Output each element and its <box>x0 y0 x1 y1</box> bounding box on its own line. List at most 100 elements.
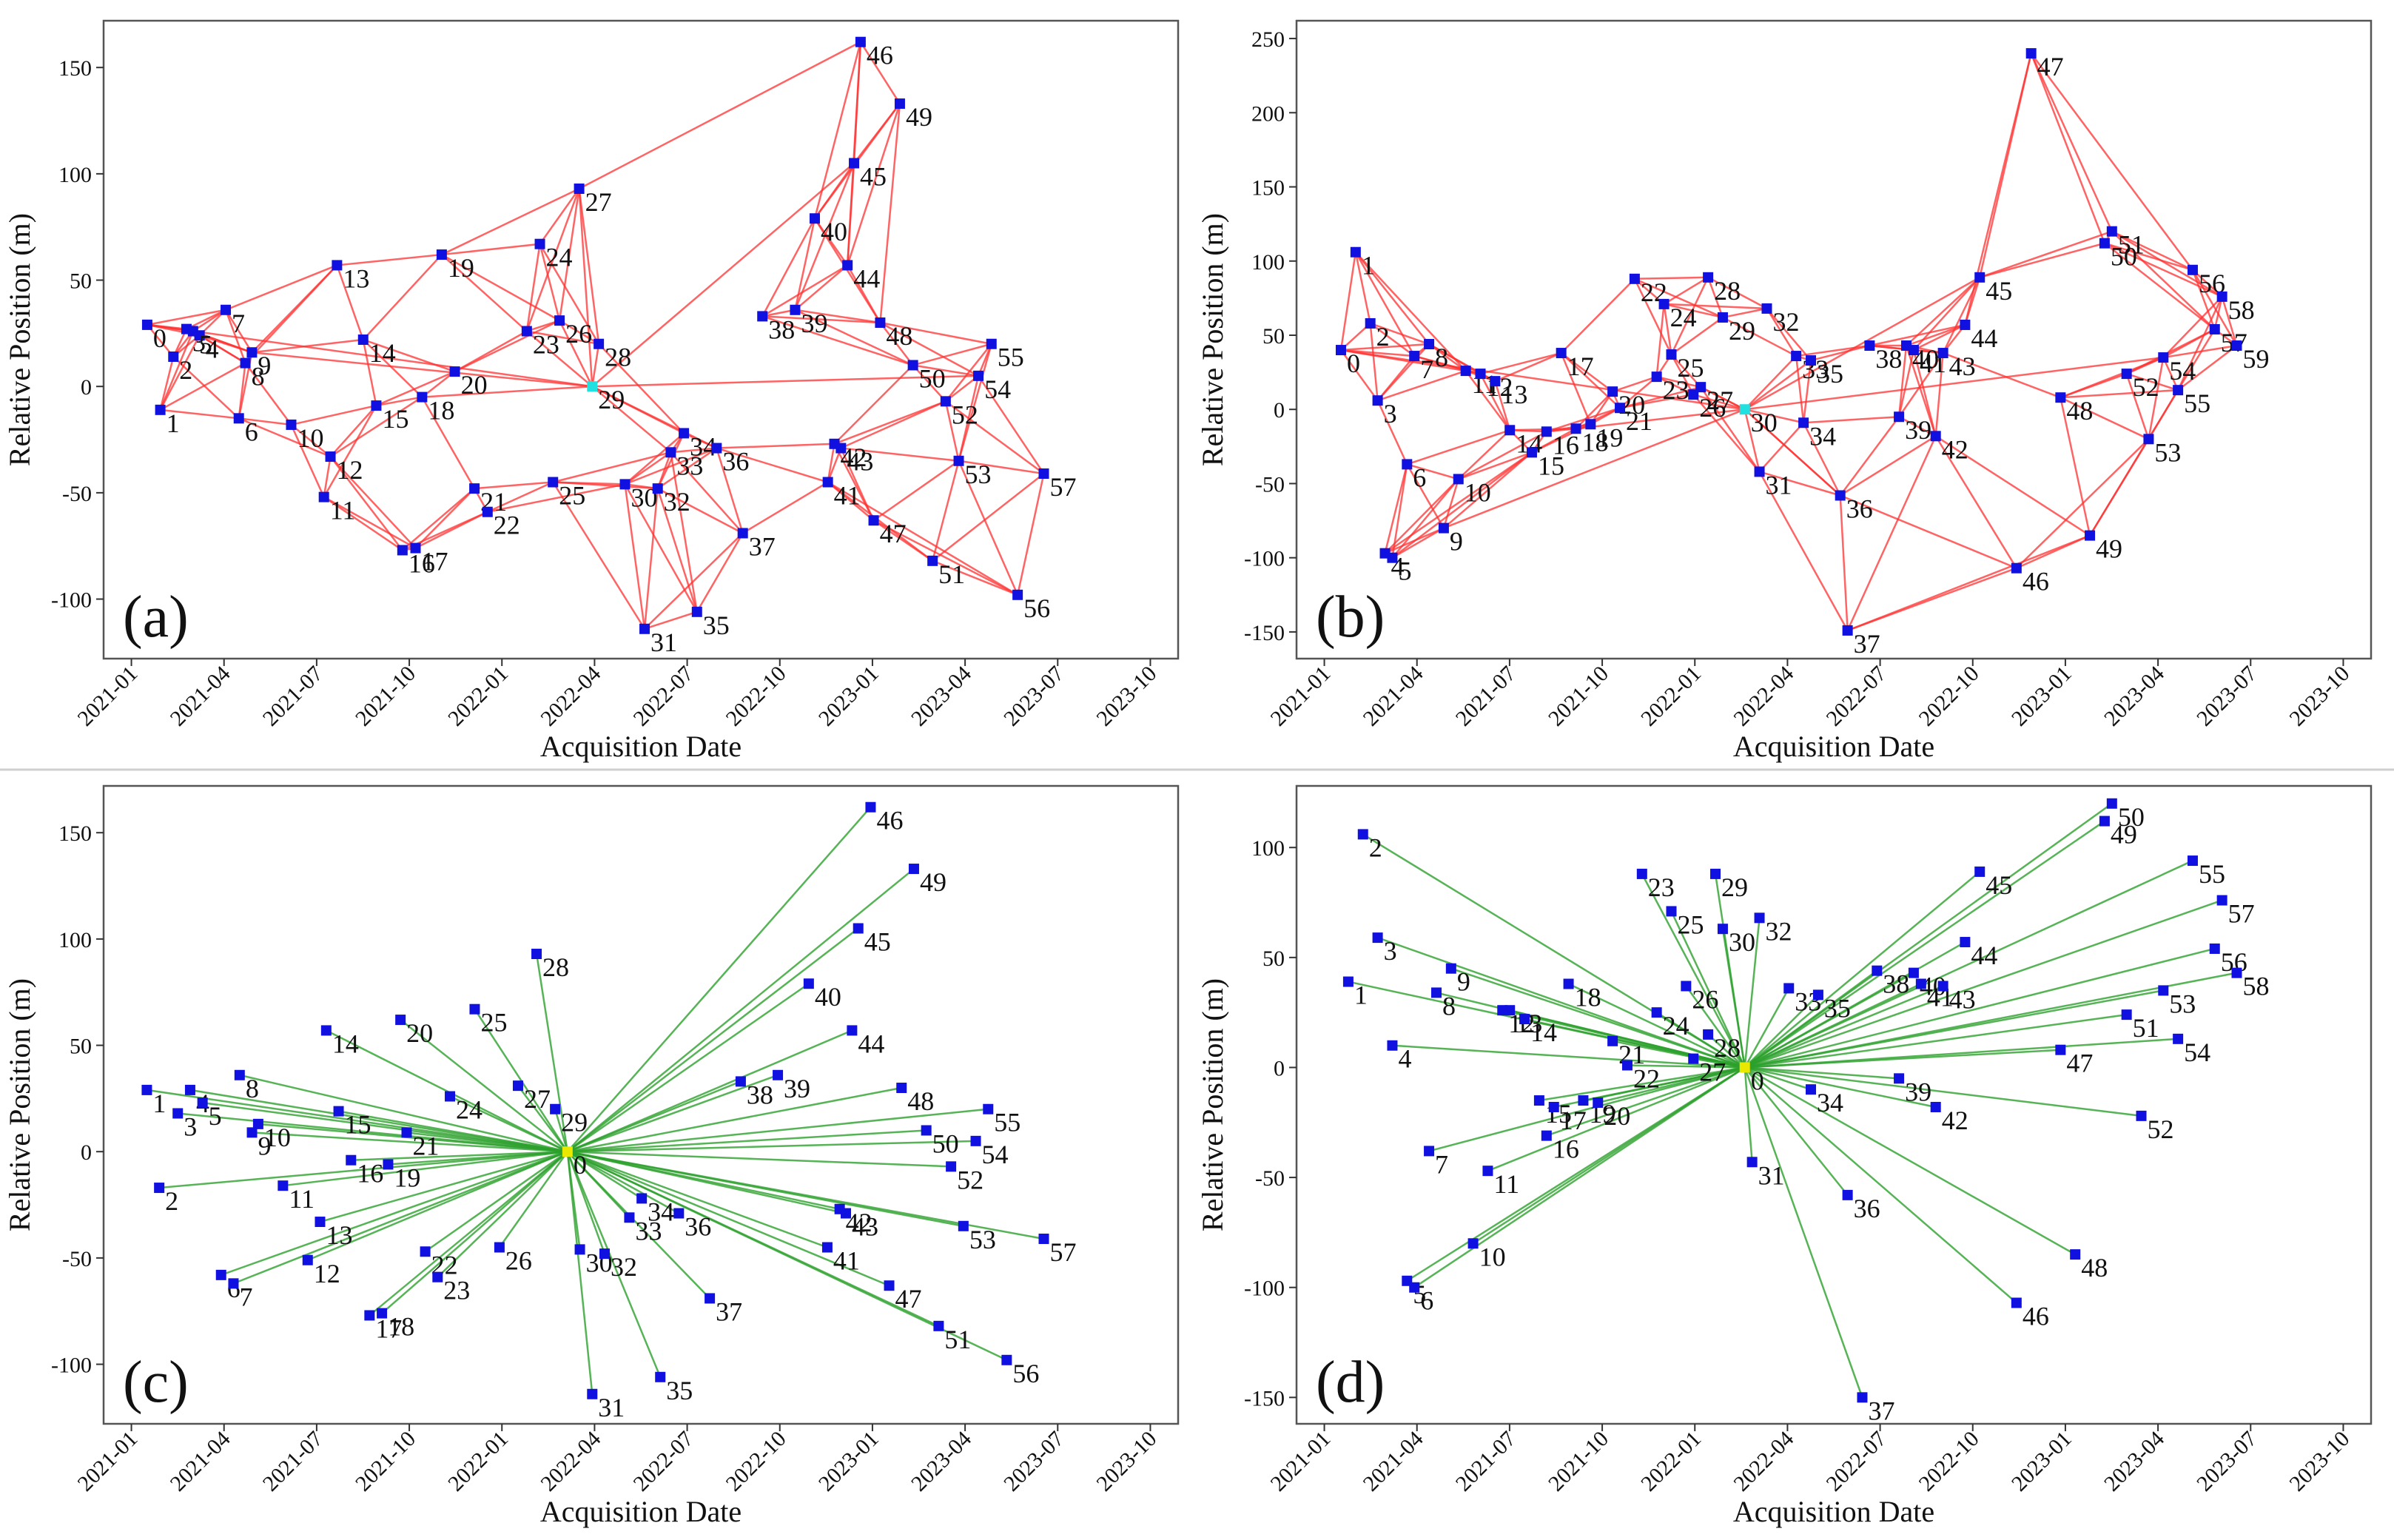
network-edge <box>525 188 580 332</box>
node-label: 23 <box>1663 375 1689 405</box>
acquisition-node <box>2231 967 2242 978</box>
network-edge <box>2191 269 2238 346</box>
network-edge <box>1700 386 1746 411</box>
network-edge <box>1391 464 1408 558</box>
node-label: 49 <box>906 102 932 132</box>
acquisition-node <box>652 483 663 494</box>
baseline-edge <box>283 1150 568 1187</box>
acquisition-node <box>1658 298 1670 309</box>
node-label: 11 <box>1493 1169 1519 1199</box>
baseline-edge <box>1744 899 2223 1069</box>
acquisition-node <box>234 1069 245 1080</box>
network-edge <box>1897 345 1908 417</box>
baseline-edge <box>567 1029 853 1153</box>
acquisition-node <box>875 317 886 329</box>
node-label: 48 <box>886 321 912 351</box>
acquisition-node <box>2085 530 2096 541</box>
acquisition-node <box>1402 459 1413 470</box>
node-label: 7 <box>1435 1149 1448 1179</box>
network-edge <box>337 253 443 266</box>
network-edge <box>1494 380 1511 431</box>
node-label: 49 <box>920 867 946 897</box>
network-edge <box>1722 307 1767 319</box>
network-edge <box>1016 473 1045 596</box>
network-edge <box>879 103 901 323</box>
network-edge <box>1546 407 1621 433</box>
node-label: 17 <box>422 547 448 576</box>
network-edge <box>1905 345 1937 437</box>
network-edge <box>329 456 417 549</box>
network-edge <box>1354 252 1371 324</box>
network-edge <box>2060 389 2179 399</box>
baseline-edge <box>1744 1038 2179 1069</box>
network-edge <box>872 520 1018 596</box>
network-edge <box>625 447 717 485</box>
network-edge <box>670 451 744 534</box>
network-edge <box>1934 435 2017 569</box>
node-label: 38 <box>1875 344 1902 374</box>
node-label: 1 <box>152 1089 166 1118</box>
node-label: 10 <box>264 1123 291 1152</box>
network-edge <box>323 405 377 498</box>
node-label: 6 <box>245 417 258 446</box>
acquisition-node <box>1806 355 1817 366</box>
acquisition-node <box>705 1293 716 1304</box>
acquisition-node <box>1387 1040 1398 1051</box>
network-edge <box>1766 308 1812 361</box>
network-edge <box>2060 397 2149 440</box>
node-label: 37 <box>1854 629 1880 659</box>
baseline-edge <box>567 1151 890 1287</box>
network-edge <box>1354 251 1467 371</box>
network-edge <box>1340 349 1745 411</box>
node-label: 0 <box>1751 1066 1764 1095</box>
node-label: 31 <box>1766 470 1792 500</box>
network-edge <box>1744 408 1841 497</box>
y-tick-label: -100 <box>51 1354 92 1378</box>
baseline-edge <box>1744 870 1981 1069</box>
node-label: 54 <box>982 1140 1009 1169</box>
network-edge <box>1722 316 1797 357</box>
network-edge <box>329 456 403 551</box>
baseline-edge <box>567 1086 902 1153</box>
acquisition-node <box>809 213 820 224</box>
node-label: 41 <box>834 481 861 511</box>
acquisition-node <box>278 1180 289 1191</box>
baseline-edge <box>1744 1066 1812 1091</box>
network-edge <box>1560 352 1592 425</box>
baseline-edge <box>326 1029 568 1153</box>
acquisition-node <box>1754 466 1765 477</box>
baseline-edge <box>1744 1066 2076 1256</box>
y-tick-label: 0 <box>1274 398 1285 423</box>
acquisition-node <box>1453 474 1464 485</box>
node-label: 38 <box>768 315 795 344</box>
network-edge <box>454 320 560 373</box>
network-edge <box>657 488 744 534</box>
acquisition-node <box>1761 303 1772 314</box>
node-label: 48 <box>2081 1253 2108 1282</box>
acquisition-node <box>1570 423 1581 434</box>
node-label: 1 <box>1354 981 1368 1010</box>
panel-tag: (d) <box>1316 1350 1385 1415</box>
network-edge <box>1846 435 1937 631</box>
acquisition-node <box>855 36 866 47</box>
network-edge <box>592 374 979 388</box>
network-edge <box>944 343 992 403</box>
network-edge <box>795 309 881 324</box>
node-label: 36 <box>685 1212 711 1242</box>
panel-tag: (c) <box>123 1350 189 1415</box>
acquisition-node <box>1710 868 1721 879</box>
acquisition-node <box>2070 1249 2081 1260</box>
node-label: 54 <box>2169 356 2196 386</box>
node-label: 8 <box>246 1074 259 1103</box>
acquisition-node <box>1791 351 1802 362</box>
acquisition-node <box>2121 369 2132 380</box>
network-edge <box>1377 369 1467 402</box>
acquisition-node <box>1526 447 1537 458</box>
network-edge <box>2111 230 2216 330</box>
acquisition-node <box>1666 349 1677 360</box>
network-edge <box>834 400 946 445</box>
baseline-edge <box>1487 1066 1746 1172</box>
acquisition-node <box>2231 340 2242 352</box>
baseline-edge <box>1744 1066 1849 1196</box>
network-edge <box>2162 328 2216 359</box>
